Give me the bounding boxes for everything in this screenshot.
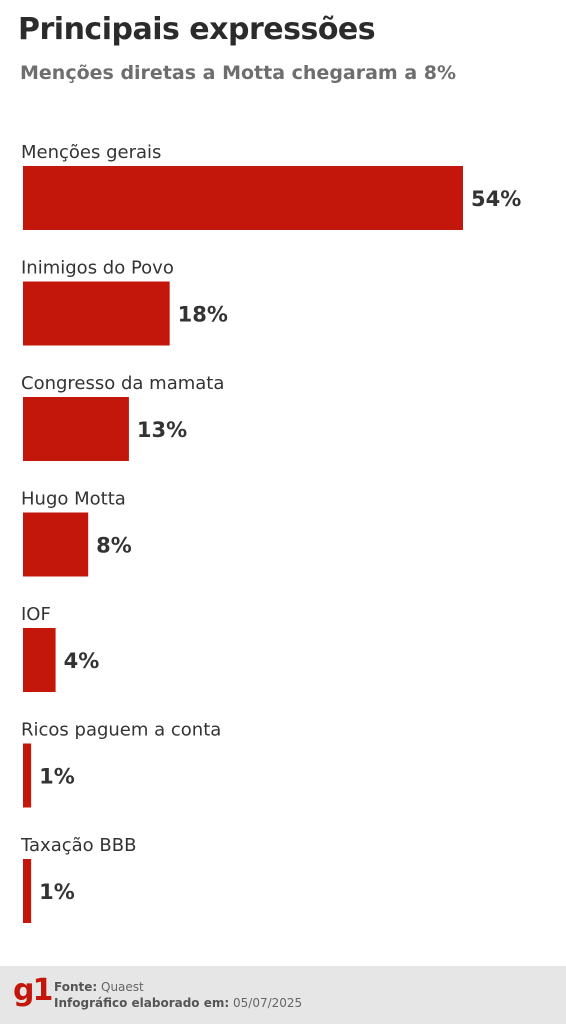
category-label-mencoes-gerais: Menções gerais [21,142,161,163]
bar-hugo-motta [23,512,89,577]
category-label-inimigos-do-povo: Inimigos do Povo [21,258,174,279]
bar-iof [23,628,56,692]
bar-taxacao-bbb [23,859,32,923]
value-label-ricos-paguem-a-conta: 1% [39,765,75,789]
date-line: Infográfico elaborado em: 05/07/2025 [54,995,302,1011]
bar-inimigos-do-povo [23,281,170,346]
bar-chart: Menções gerais 54% Inimigos do Povo 18% Cong… [20,142,521,923]
value-label-hugo-motta: 8% [96,534,132,558]
value-label-inimigos-do-povo: 18% [178,303,228,327]
footer: g1 Fonte: Quaest Infográfico elaborado e… [0,966,566,1024]
category-label-iof: IOF [21,604,51,625]
date-value: 05/07/2025 [233,996,303,1010]
g1-logo: g1 [13,973,53,1008]
value-label-iof: 4% [64,649,100,673]
category-label-hugo-motta: Hugo Motta [21,489,126,510]
category-label-congresso-da-mamata: Congresso da mamata [21,373,224,394]
value-label-mencoes-gerais: 54% [471,187,521,211]
source-value: Quaest [101,980,144,994]
chart-title: Principais expressões [18,12,376,47]
source-line: Fonte: Quaest [54,979,144,995]
bar-mencoes-gerais [23,166,463,230]
bar-ricos-paguem-a-conta [23,743,32,808]
value-label-congresso-da-mamata: 13% [137,418,187,442]
date-label: Infográfico elaborado em: [54,996,230,1010]
chart-subtitle: Menções diretas a Motta chegaram a 8% [20,62,457,84]
category-label-ricos-paguem-a-conta: Ricos paguem a conta [21,720,221,741]
category-label-taxacao-bbb: Taxação BBB [20,835,136,856]
value-label-taxacao-bbb: 1% [39,880,75,904]
source-label: Fonte: [54,980,98,994]
bar-congresso-da-mamata [23,397,129,461]
